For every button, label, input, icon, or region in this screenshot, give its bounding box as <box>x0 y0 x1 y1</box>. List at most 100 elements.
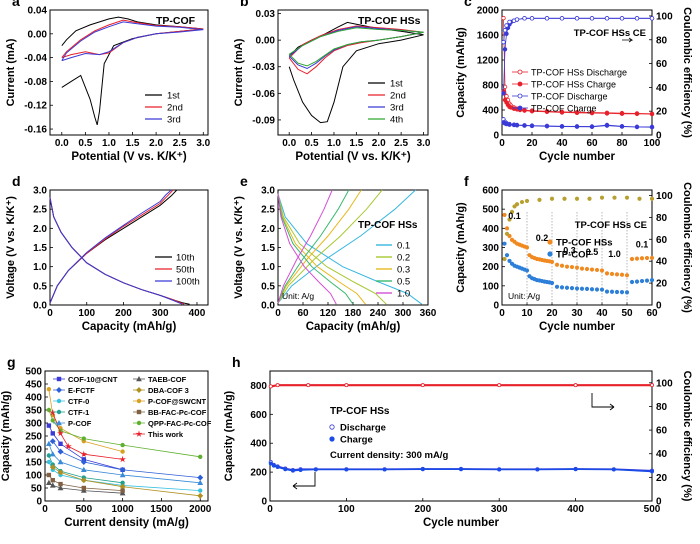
series-line <box>53 467 200 496</box>
x-tick-label: 200 <box>115 308 132 319</box>
panel-title: TP-COF <box>156 15 196 27</box>
data-point <box>498 384 501 387</box>
legend-marker <box>137 421 141 425</box>
data-point <box>421 468 424 471</box>
rate-label: 1.0 <box>608 249 621 259</box>
x-tick-label: 0.0 <box>282 138 296 149</box>
y-tick-label: 0 <box>36 497 42 508</box>
y-tick-label: 0.0 <box>261 301 275 312</box>
y-tick-label: 100 <box>25 471 42 482</box>
rate-label: 0.2 <box>536 233 549 243</box>
legend-label: QPP-FAC-Pc-COF <box>148 419 212 428</box>
data-point <box>47 408 51 412</box>
y-tick-label: 300 <box>25 419 42 430</box>
data-point <box>269 385 272 388</box>
x-tick-label: 60 <box>297 308 309 319</box>
y-tick-label: 800 <box>482 81 499 92</box>
y-tick-label: 600 <box>250 410 267 421</box>
y-tick-label: -0.16 <box>24 125 47 136</box>
data-point <box>625 291 628 294</box>
data-point <box>560 264 563 267</box>
y-tick-label: 1.5 <box>33 243 47 254</box>
data-point <box>345 468 348 471</box>
legend-label: 1.0 <box>397 289 410 300</box>
y-tick-label: 450 <box>25 380 42 391</box>
x-tick-label: 50 <box>621 308 633 319</box>
data-point <box>650 125 654 129</box>
y-tick-label: 500 <box>25 367 42 378</box>
data-point <box>525 269 528 272</box>
panel-d: d0 100 200 300 4000.00.51.01.52.02.53.010th5… <box>5 173 208 333</box>
data-point <box>635 257 638 260</box>
y-tick-label: 1.0 <box>261 262 275 273</box>
data-point <box>640 257 643 260</box>
data-point <box>625 196 628 199</box>
x-tick-label: 400 <box>189 308 206 319</box>
data-point <box>550 197 553 200</box>
panel-f: f0 10 20 30 40 50 6001002003004005006000204060… <box>455 173 693 333</box>
data-point <box>575 287 578 290</box>
data-point <box>51 419 55 423</box>
gcd-curve <box>50 190 177 303</box>
legend-label: 0.2 <box>397 253 410 264</box>
y-tick-label: 100 <box>482 281 499 292</box>
x-tick-label: 20 <box>546 308 558 319</box>
y-tick-label: 0 <box>261 497 267 508</box>
rate-label: 0.1 <box>636 240 649 250</box>
panel-b: b0.0 0.5 1.0 1.5 2.0 2.5 3.00.030.00-0.03-0.06… <box>233 0 431 163</box>
y-tick-label: 400 <box>482 224 499 235</box>
data-point <box>605 124 609 128</box>
y2-tick-label: 20 <box>656 473 668 484</box>
y-axis-label: Capacity (mAh/g) <box>455 202 467 293</box>
legend-marker <box>57 388 62 393</box>
data-point <box>630 257 633 260</box>
data-point <box>585 267 588 270</box>
y-tick-label: 500 <box>482 205 499 216</box>
x-tick-label: 2.5 <box>394 138 408 149</box>
data-point <box>502 92 506 96</box>
y-tick-label: 1200 <box>477 56 500 67</box>
x-tick-label: 0.5 <box>78 138 92 149</box>
data-point <box>575 17 579 21</box>
data-point <box>645 256 648 259</box>
y-axis-label: Current (mA) <box>233 38 245 106</box>
x-tick-label: 500 <box>75 504 92 515</box>
legend-marker <box>137 399 141 403</box>
data-point <box>515 18 519 22</box>
x-tick-label: 40 <box>596 308 608 319</box>
data-point <box>536 468 539 471</box>
x-tick-label: 400 <box>567 504 584 515</box>
legend-marker <box>57 410 61 414</box>
data-point <box>198 481 202 485</box>
data-point <box>82 486 86 490</box>
data-point <box>503 28 507 32</box>
data-point <box>120 457 125 462</box>
data-point <box>299 468 302 471</box>
plot-frame <box>270 371 652 501</box>
data-point <box>198 475 203 480</box>
data-point <box>47 481 51 485</box>
arrow-icon <box>293 472 315 489</box>
x-tick-label: 1500 <box>150 504 173 515</box>
data-point <box>47 473 51 477</box>
data-point <box>620 273 623 276</box>
data-point <box>625 274 628 277</box>
data-point <box>198 455 202 459</box>
series-line <box>271 385 652 386</box>
legend-label: DBA-COF 3 <box>148 386 189 395</box>
y-tick-label: 400 <box>482 106 499 117</box>
y-tick-label: 200 <box>25 445 42 456</box>
data-point <box>82 437 86 441</box>
data-point <box>620 112 624 116</box>
data-point <box>47 454 51 458</box>
panel-letter: d <box>12 173 21 189</box>
x-tick-label: 1.5 <box>126 138 140 149</box>
y-tick-label: 0 <box>493 131 499 142</box>
data-point <box>525 199 528 202</box>
panel-e: e0 60 120 180 240 300 3600.00.51.01.52.02.53.0… <box>233 173 437 333</box>
data-point <box>505 232 508 235</box>
x-tick-label: 100 <box>78 308 95 319</box>
series-line <box>53 441 200 477</box>
panel-letter: b <box>240 0 249 9</box>
y-axis-label: Voltage (V vs. K/K⁺) <box>233 196 245 299</box>
